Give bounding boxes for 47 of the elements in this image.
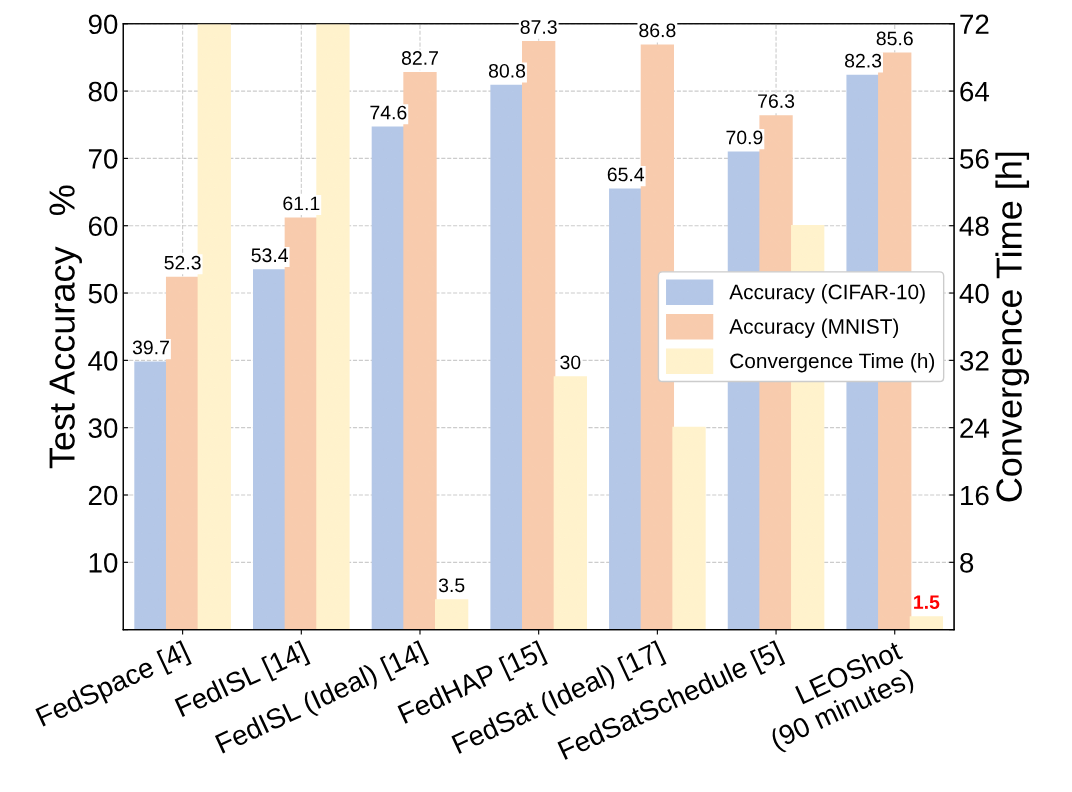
y2-tick-label: 8 [960, 552, 974, 573]
data-label: 82.3 [845, 53, 882, 68]
data-label: 30 [560, 355, 581, 370]
y2-tick-label: 32 [960, 351, 989, 371]
y-tick-label: 40 [88, 351, 118, 371]
y2-tick-label: 56 [960, 149, 989, 169]
data-label: 65.4 [607, 167, 645, 182]
data-label: 39.7 [132, 340, 169, 355]
data-label: 76.3 [758, 94, 795, 108]
y-tick-label: 90 [88, 14, 118, 35]
y2-axis-title: Convergence Time [h] [995, 152, 1030, 502]
data-label: 87.3 [520, 20, 557, 34]
y2-tick-label: 48 [959, 216, 989, 237]
y2-tick-label: 40 [959, 283, 989, 304]
y-tick-label: 10 [89, 552, 118, 573]
legend-label: Convergence Time (h) [730, 353, 935, 373]
data-label: 53.4 [251, 248, 289, 263]
bar [371, 126, 406, 630]
data-label: 52.3 [164, 255, 201, 270]
y-axis-title: Test Accuracy % [49, 185, 82, 469]
data-label: 3.5 [438, 578, 465, 593]
y-tick-label: 80 [88, 81, 118, 102]
legend-label: Accuracy (CIFAR-10) [729, 284, 925, 304]
data-label: 82.7 [401, 51, 438, 65]
data-label: 85.6 [876, 31, 913, 46]
y-tick-label: 30 [88, 418, 118, 439]
bar [490, 84, 524, 630]
y-tick-label: 50 [88, 283, 118, 304]
bar [134, 361, 168, 630]
bar [609, 188, 643, 630]
data-label: 70.9 [726, 130, 763, 145]
y-tick-label: 70 [88, 149, 118, 169]
legend-label: Accuracy (MNIST) [729, 318, 899, 338]
y2-tick-label: 64 [960, 81, 990, 102]
y-tick-label: 20 [88, 485, 118, 506]
bar [909, 616, 944, 630]
y2-tick-label: 16 [961, 485, 989, 506]
data-label: 86.8 [639, 23, 676, 38]
y2-tick-label: 72 [960, 14, 989, 34]
data-label: 1.5 [914, 595, 940, 610]
data-label: 80.8 [488, 63, 526, 78]
y2-tick-label: 24 [960, 418, 990, 438]
y-tick-label: 60 [88, 216, 118, 237]
data-label: 61.1 [283, 196, 320, 211]
bar [434, 599, 469, 630]
bar [252, 269, 287, 630]
data-label: 74.6 [370, 105, 407, 120]
